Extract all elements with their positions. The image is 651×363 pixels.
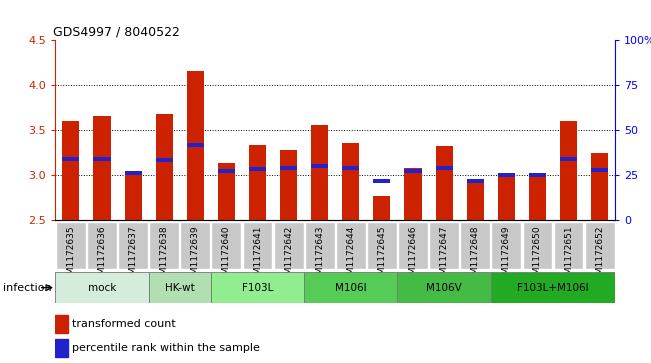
Text: GSM1172638: GSM1172638	[159, 225, 169, 286]
FancyBboxPatch shape	[367, 223, 397, 269]
Bar	[560, 121, 577, 220]
Bar	[124, 171, 142, 175]
FancyBboxPatch shape	[398, 223, 428, 269]
Bar	[62, 121, 79, 220]
Bar	[467, 182, 484, 220]
Bar	[280, 150, 297, 220]
FancyBboxPatch shape	[149, 223, 179, 269]
Bar	[218, 169, 235, 173]
Bar	[218, 163, 235, 220]
FancyBboxPatch shape	[87, 223, 117, 269]
FancyBboxPatch shape	[212, 223, 242, 269]
FancyBboxPatch shape	[148, 272, 211, 303]
FancyBboxPatch shape	[553, 223, 583, 269]
Bar	[404, 169, 422, 173]
Bar	[498, 173, 515, 177]
Text: GSM1172652: GSM1172652	[595, 225, 604, 286]
Bar	[187, 72, 204, 220]
Text: GSM1172648: GSM1172648	[471, 225, 480, 286]
FancyBboxPatch shape	[491, 272, 615, 303]
Bar	[591, 168, 608, 172]
Bar	[94, 158, 111, 162]
Text: GSM1172639: GSM1172639	[191, 225, 200, 286]
Bar	[436, 166, 452, 170]
Bar	[62, 156, 79, 160]
Text: GSM1172635: GSM1172635	[66, 225, 76, 286]
Bar	[498, 174, 515, 220]
Bar	[94, 116, 111, 220]
FancyBboxPatch shape	[55, 272, 148, 303]
FancyBboxPatch shape	[492, 223, 521, 269]
Text: percentile rank within the sample: percentile rank within the sample	[72, 343, 260, 353]
Text: transformed count: transformed count	[72, 319, 176, 330]
Text: GSM1172649: GSM1172649	[502, 225, 511, 286]
Text: infection: infection	[3, 283, 52, 293]
Text: GSM1172651: GSM1172651	[564, 225, 573, 286]
Bar	[591, 153, 608, 220]
Bar	[374, 196, 391, 220]
Text: GDS4997 / 8040522: GDS4997 / 8040522	[53, 26, 180, 39]
Text: GSM1172641: GSM1172641	[253, 225, 262, 286]
Bar	[55, 315, 68, 333]
Text: M106I: M106I	[335, 283, 367, 293]
Bar	[249, 167, 266, 171]
FancyBboxPatch shape	[460, 223, 490, 269]
Text: M106V: M106V	[426, 283, 462, 293]
Bar	[342, 143, 359, 220]
FancyBboxPatch shape	[429, 223, 459, 269]
Bar	[560, 158, 577, 162]
Bar	[156, 114, 173, 220]
Bar	[404, 167, 422, 220]
Text: GSM1172636: GSM1172636	[98, 225, 107, 286]
Text: GSM1172646: GSM1172646	[409, 225, 417, 286]
Text: GSM1172637: GSM1172637	[129, 225, 137, 286]
Bar	[436, 146, 452, 220]
Bar	[249, 145, 266, 220]
FancyBboxPatch shape	[118, 223, 148, 269]
Bar	[467, 179, 484, 183]
FancyBboxPatch shape	[56, 223, 86, 269]
Text: F103L+M106I: F103L+M106I	[517, 283, 589, 293]
FancyBboxPatch shape	[304, 272, 398, 303]
Bar	[187, 143, 204, 147]
Text: mock: mock	[88, 283, 116, 293]
FancyBboxPatch shape	[211, 272, 304, 303]
Text: GSM1172640: GSM1172640	[222, 225, 231, 286]
Bar	[342, 166, 359, 170]
Bar	[529, 173, 546, 177]
Text: GSM1172644: GSM1172644	[346, 225, 355, 286]
Text: GSM1172645: GSM1172645	[378, 225, 387, 286]
Text: GSM1172642: GSM1172642	[284, 225, 293, 286]
FancyBboxPatch shape	[180, 223, 210, 269]
Bar	[311, 125, 328, 220]
Bar	[124, 173, 142, 220]
Text: GSM1172647: GSM1172647	[439, 225, 449, 286]
Bar	[374, 179, 391, 183]
FancyBboxPatch shape	[305, 223, 335, 269]
Text: F103L: F103L	[242, 283, 273, 293]
Text: GSM1172643: GSM1172643	[315, 225, 324, 286]
Bar	[280, 166, 297, 170]
FancyBboxPatch shape	[243, 223, 272, 269]
FancyBboxPatch shape	[398, 272, 491, 303]
FancyBboxPatch shape	[273, 223, 303, 269]
FancyBboxPatch shape	[336, 223, 366, 269]
FancyBboxPatch shape	[523, 223, 552, 269]
Text: HK-wt: HK-wt	[165, 283, 195, 293]
Bar	[55, 339, 68, 357]
Bar	[156, 158, 173, 162]
Bar	[529, 174, 546, 220]
Text: GSM1172650: GSM1172650	[533, 225, 542, 286]
Bar	[311, 164, 328, 168]
FancyBboxPatch shape	[585, 223, 615, 269]
